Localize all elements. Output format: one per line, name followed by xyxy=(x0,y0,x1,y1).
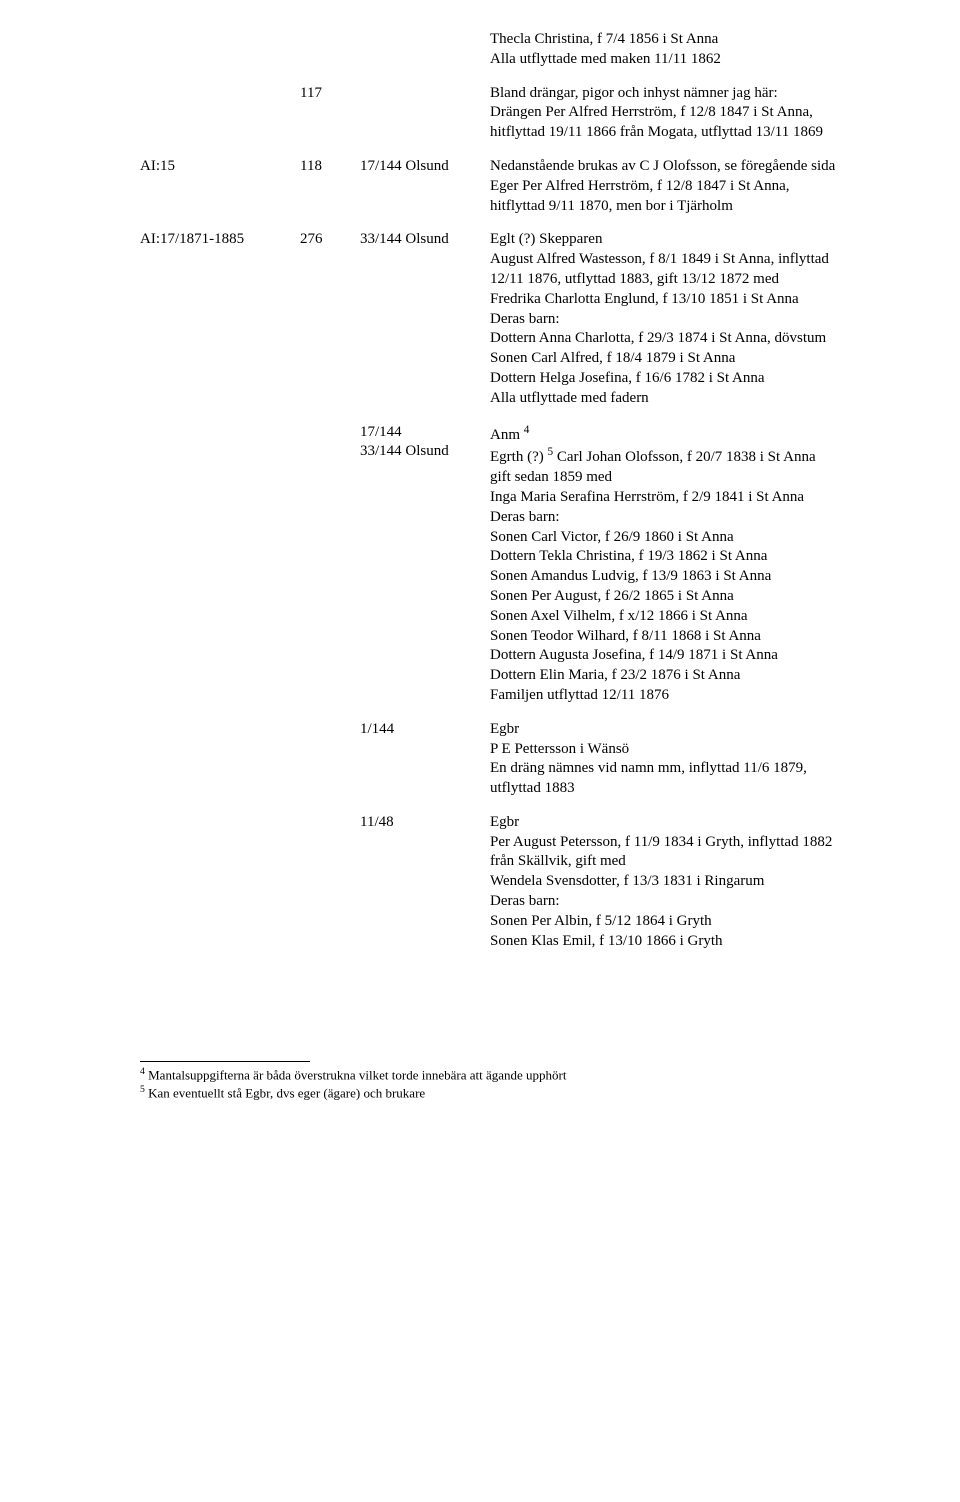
text-line: Sonen Amandus Ludvig, f 13/9 1863 i St A… xyxy=(490,567,860,587)
text-line: Familjen utflyttad 12/11 1876 xyxy=(490,686,860,706)
text-line: utflyttad 1883 xyxy=(490,779,860,799)
text-line: Bland drängar, pigor och inhyst nämner j… xyxy=(490,84,860,104)
lot-ref: 33/144 Olsund xyxy=(360,442,490,462)
text-line: P E Pettersson i Wänsö xyxy=(490,740,860,760)
page-ref: 276 xyxy=(300,230,360,250)
text-line: hitflyttad 19/11 1866 från Mogata, utfly… xyxy=(490,123,860,143)
source-ref: AI:17/1871-1885 xyxy=(140,230,300,250)
text-line: Egrth (?) 5 Carl Johan Olofsson, f 20/7 … xyxy=(490,445,860,468)
text-line: En dräng nämnes vid namn mm, inflyttad 1… xyxy=(490,759,860,779)
text-line: Dottern Anna Charlotta, f 29/3 1874 i St… xyxy=(490,329,860,349)
text-line: Fredrika Charlotta Englund, f 13/10 1851… xyxy=(490,290,860,310)
text-line: Dottern Elin Maria, f 23/2 1876 i St Ann… xyxy=(490,666,860,686)
text-line: Anm 4 xyxy=(490,423,860,446)
text-line: Dottern Augusta Josefina, f 14/9 1871 i … xyxy=(490,646,860,666)
entry-anm-text: Anm 4 Egrth (?) 5 Carl Johan Olofsson, f… xyxy=(490,423,860,706)
text-line: Sonen Axel Vilhelm, f x/12 1866 i St Ann… xyxy=(490,607,860,627)
text-line: Per August Petersson, f 11/9 1834 i Gryt… xyxy=(490,833,860,853)
text-line: Sonen Klas Emil, f 13/10 1866 i Gryth xyxy=(490,932,860,952)
lot-ref: 11/48 xyxy=(360,813,490,833)
text-line: Deras barn: xyxy=(490,892,860,912)
text-line: från Skällvik, gift med xyxy=(490,852,860,872)
footnote-rule xyxy=(140,1061,310,1062)
text-line: August Alfred Wastesson, f 8/1 1849 i St… xyxy=(490,250,860,270)
text-line: gift sedan 1859 med xyxy=(490,468,860,488)
entry-11-48-text: Egbr Per August Petersson, f 11/9 1834 i… xyxy=(490,813,860,952)
text-line: Wendela Svensdotter, f 13/3 1831 i Ringa… xyxy=(490,872,860,892)
footnote: 4 Mantalsuppgifterna är båda överstrukna… xyxy=(140,1066,860,1083)
text-line: Egbr xyxy=(490,720,860,740)
lot-ref: 17/144 xyxy=(360,423,490,443)
footnotes: 4 Mantalsuppgifterna är båda överstrukna… xyxy=(140,1061,860,1101)
footnote-ref: 4 xyxy=(524,424,530,436)
text-line: Nedanstående brukas av C J Olofsson, se … xyxy=(490,157,860,177)
text-line: Dottern Helga Josefina, f 16/6 1782 i St… xyxy=(490,369,860,389)
text-line: Eglt (?) Skepparen xyxy=(490,230,860,250)
text-line: 12/11 1876, utflyttad 1883, gift 13/12 1… xyxy=(490,270,860,290)
lot-ref: 33/144 Olsund xyxy=(360,230,490,250)
text-line: Sonen Teodor Wilhard, f 8/11 1868 i St A… xyxy=(490,627,860,647)
entry-ai17-text: Eglt (?) Skepparen August Alfred Wastess… xyxy=(490,230,860,408)
entry-1-144-text: Egbr P E Pettersson i Wänsö En dräng näm… xyxy=(490,720,860,799)
text-line: Thecla Christina, f 7/4 1856 i St Anna xyxy=(490,30,860,50)
entry-117: 117 Bland drängar, pigor och inhyst nämn… xyxy=(140,84,860,143)
text-line: Alla utflyttade med maken 11/11 1862 xyxy=(490,50,860,70)
footnote: 5 Kan eventuellt stå Egbr, dvs eger (äga… xyxy=(140,1084,860,1101)
entry-ai15-text: Nedanstående brukas av C J Olofsson, se … xyxy=(490,157,860,216)
text-line: Deras barn: xyxy=(490,508,860,528)
entry-ai17: AI:17/1871-1885 276 33/144 Olsund Eglt (… xyxy=(140,230,860,408)
source-ref: AI:15 xyxy=(140,157,300,177)
page-ref: 118 xyxy=(300,157,360,177)
text-line: Sonen Per Albin, f 5/12 1864 i Gryth xyxy=(490,912,860,932)
text-line: Sonen Carl Victor, f 26/9 1860 i St Anna xyxy=(490,528,860,548)
text-line: Inga Maria Serafina Herrström, f 2/9 184… xyxy=(490,488,860,508)
text-line: Sonen Per August, f 26/2 1865 i St Anna xyxy=(490,587,860,607)
text-line: Alla utflyttade med fadern xyxy=(490,389,860,409)
page-ref: 117 xyxy=(300,84,360,104)
lot-ref: 1/144 xyxy=(360,720,490,740)
entry-117-text: Bland drängar, pigor och inhyst nämner j… xyxy=(490,84,860,143)
text-line: Drängen Per Alfred Herrström, f 12/8 184… xyxy=(490,103,860,123)
text-line: Sonen Carl Alfred, f 18/4 1879 i St Anna xyxy=(490,349,860,369)
entry-1-144: 1/144 Egbr P E Pettersson i Wänsö En drä… xyxy=(140,720,860,799)
text-line: Egbr xyxy=(490,813,860,833)
entry-top-text: Thecla Christina, f 7/4 1856 i St Anna A… xyxy=(490,30,860,70)
entry-anm: 17/144 33/144 Olsund Anm 4 Egrth (?) 5 C… xyxy=(140,423,860,706)
entry-ai15: AI:15 118 17/144 Olsund Nedanstående bru… xyxy=(140,157,860,216)
text-line: Dottern Tekla Christina, f 19/3 1862 i S… xyxy=(490,547,860,567)
text-line: Deras barn: xyxy=(490,310,860,330)
entry-11-48: 11/48 Egbr Per August Petersson, f 11/9 … xyxy=(140,813,860,952)
text-line: Eger Per Alfred Herrström, f 12/8 1847 i… xyxy=(490,177,860,197)
lot-ref: 17/144 Olsund xyxy=(360,157,490,177)
lot-ref-group: 17/144 33/144 Olsund xyxy=(360,423,490,463)
entry-top: Thecla Christina, f 7/4 1856 i St Anna A… xyxy=(140,30,860,70)
text-line: hitflyttad 9/11 1870, men bor i Tjärholm xyxy=(490,197,860,217)
